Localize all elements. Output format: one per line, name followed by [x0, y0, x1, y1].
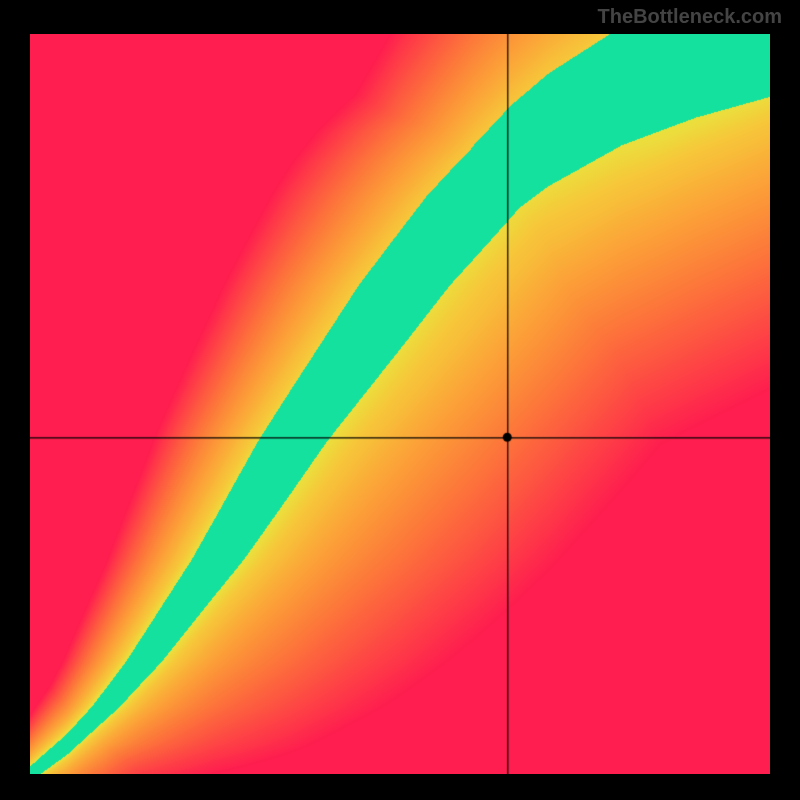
- bottleneck-heatmap: [30, 34, 770, 774]
- watermark-text: TheBottleneck.com: [598, 6, 782, 29]
- chart-container: TheBottleneck.com: [0, 0, 800, 800]
